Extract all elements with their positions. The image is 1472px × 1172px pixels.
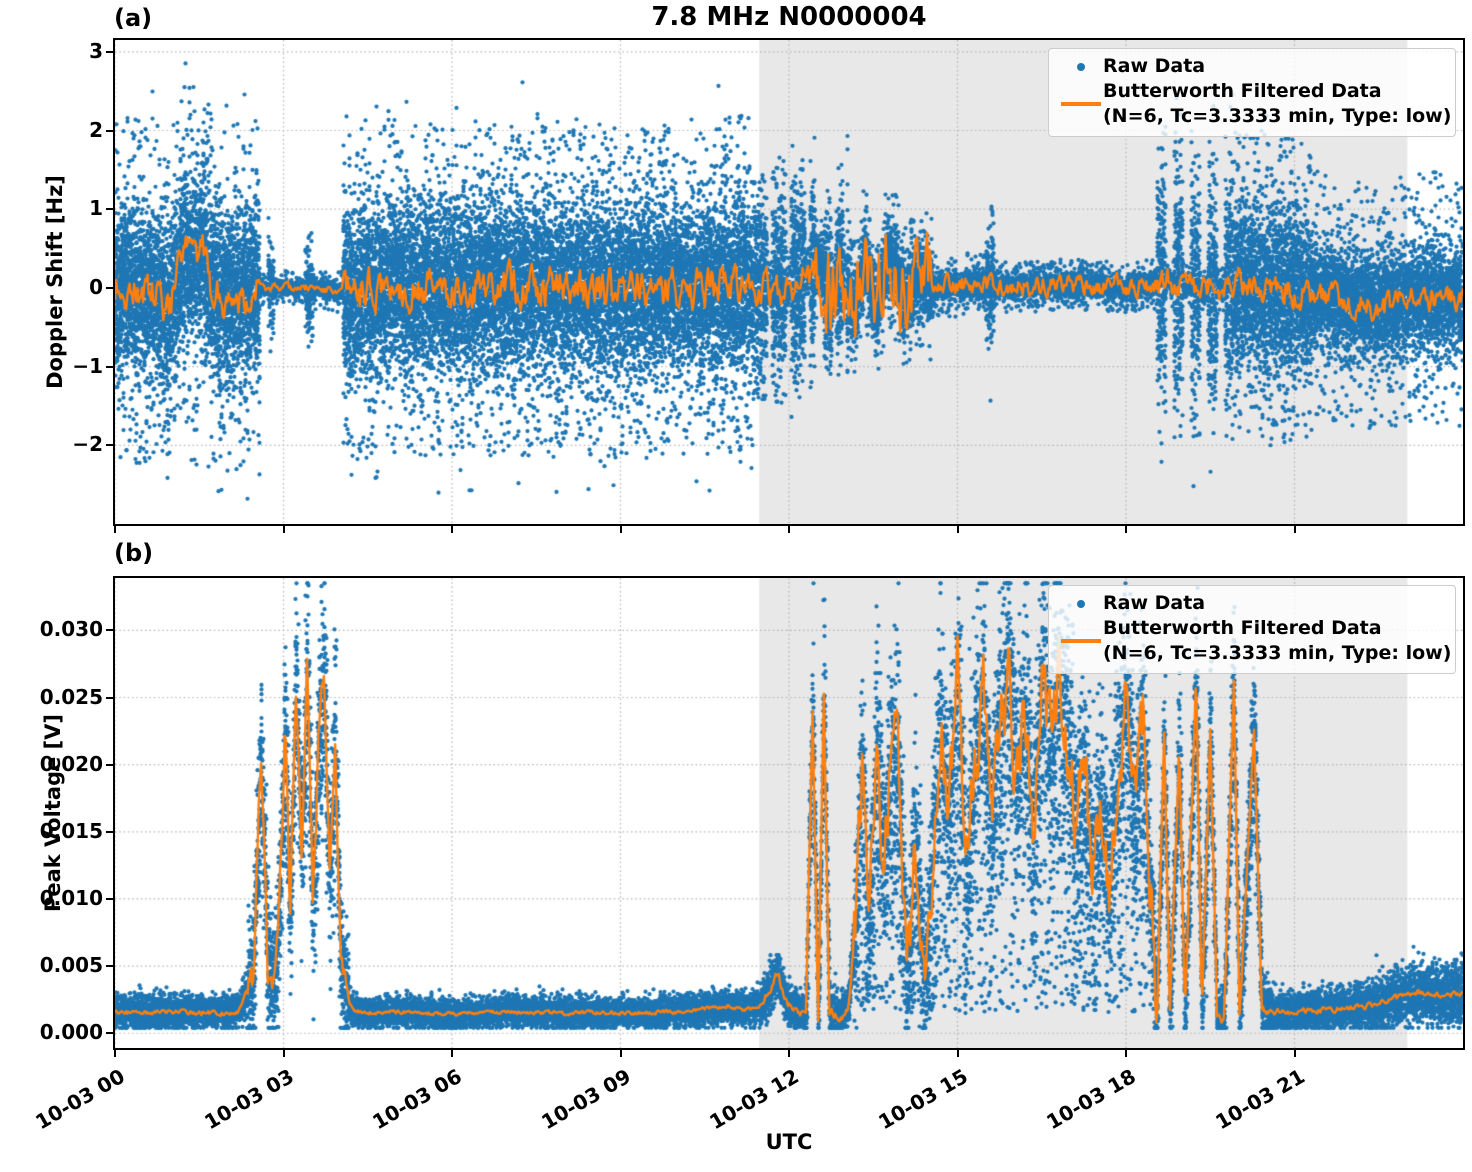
y-tick-mark [106,830,113,833]
x-tick-mark [788,1050,790,1057]
x-tick-label: 10-03 21 [1210,1064,1309,1135]
y-tick-mark [106,286,113,289]
legend-filtered-title: Butterworth Filtered Data [1103,80,1382,102]
x-tick-mark [282,1050,285,1057]
x-tick-mark [1125,526,1127,533]
legend-filtered-label: Butterworth Filtered Data (N=6, Tc=3.333… [1103,79,1451,129]
x-tick-mark [114,1050,116,1057]
panel-a-legend: Raw Data Butterworth Filtered Data (N=6,… [1048,48,1456,137]
panel-b-tag: (b) [114,539,154,567]
panel-b-ylabel: Peak Voltage [V] [41,713,65,913]
y-tick-label: 2 [89,117,103,142]
x-tick-mark [1293,1050,1296,1057]
y-tick-mark [106,696,113,699]
x-tick-label: 10-03 03 [199,1064,298,1135]
legend-raw-handle [1059,54,1103,79]
y-tick-label: 0.010 [39,885,103,910]
y-tick-mark [106,897,113,900]
x-tick-mark [1125,1050,1127,1057]
y-tick-mark [106,365,113,368]
x-tick-mark [956,1050,959,1057]
y-tick-mark [106,50,113,53]
legend-filtered-label: Butterworth Filtered Data (N=6, Tc=3.333… [1103,616,1451,666]
y-tick-label: 0.005 [39,953,103,978]
legend-raw-row: Raw Data [1059,591,1445,616]
panel-a-ylabel: Doppler Shift [Hz] [43,175,67,389]
y-tick-mark [106,444,113,447]
y-tick-mark [106,129,113,132]
y-tick-label: 0.015 [39,818,103,843]
x-tick-mark [451,526,453,533]
y-tick-label: 0 [89,274,103,299]
y-tick-mark [106,208,113,211]
y-tick-label: 0.000 [39,1020,103,1045]
filtered-line-marker [1061,639,1101,643]
y-tick-label: 1 [89,196,103,221]
x-tick-mark [619,1050,622,1057]
y-tick-mark [106,1032,113,1035]
x-tick-label: 10-03 15 [873,1064,972,1135]
legend-filtered-title: Butterworth Filtered Data [1103,617,1382,639]
raw-dot-marker [1077,62,1085,71]
y-tick-mark [106,763,113,766]
x-tick-mark [282,526,285,533]
x-axis-label: UTC [765,1130,813,1154]
raw-dot-marker [1077,599,1085,608]
x-tick-mark [956,526,959,533]
x-tick-mark [788,526,790,533]
chart-title: 7.8 MHz N0000004 [651,2,927,32]
x-tick-label: 10-03 09 [536,1064,635,1135]
legend-raw-label: Raw Data [1103,592,1206,614]
legend-filtered-row: Butterworth Filtered Data (N=6, Tc=3.333… [1059,616,1451,666]
x-tick-label: 10-03 18 [1042,1064,1140,1135]
x-tick-mark [114,526,116,533]
y-tick-label: 3 [89,38,103,63]
y-tick-label: 0.020 [39,751,103,776]
legend-filtered-params: (N=6, Tc=3.3333 min, Type: low) [1103,642,1452,664]
x-tick-label: 10-03 12 [705,1064,803,1135]
filtered-line-marker [1061,102,1101,106]
y-tick-mark [106,965,113,968]
legend-filtered-row: Butterworth Filtered Data (N=6, Tc=3.333… [1059,79,1451,129]
y-tick-label: 0.025 [39,684,103,709]
y-tick-mark [106,629,113,632]
x-tick-mark [451,1050,453,1057]
legend-raw-label: Raw Data [1103,55,1206,77]
y-tick-label: 0.030 [39,617,103,642]
legend-raw-row: Raw Data [1059,54,1445,79]
x-tick-mark [1293,526,1296,533]
panel-a-tag: (a) [114,4,153,32]
legend-raw-handle [1059,591,1103,616]
legend-filtered-handle [1059,79,1103,129]
panel-b-legend: Raw Data Butterworth Filtered Data (N=6,… [1048,585,1456,674]
legend-filtered-params: (N=6, Tc=3.3333 min, Type: low) [1103,105,1452,127]
x-tick-mark [619,526,622,533]
y-tick-label: −1 [72,353,103,378]
x-tick-label: 10-03 06 [368,1064,466,1135]
y-tick-label: −2 [72,432,103,457]
legend-filtered-handle [1059,616,1103,666]
x-tick-label: 10-03 00 [31,1064,129,1135]
